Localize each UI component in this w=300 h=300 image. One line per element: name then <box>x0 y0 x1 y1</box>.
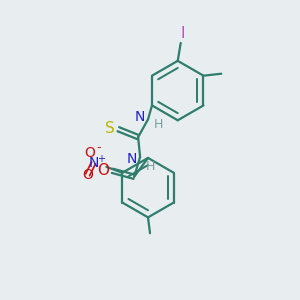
Text: O: O <box>98 163 110 178</box>
Text: O: O <box>82 168 93 182</box>
Text: I: I <box>180 26 185 40</box>
Text: N: N <box>135 110 145 124</box>
Text: H: H <box>145 160 155 173</box>
Text: -: - <box>96 142 101 154</box>
Text: H: H <box>153 118 163 131</box>
Text: +: + <box>98 154 106 164</box>
Text: O: O <box>84 146 95 160</box>
Text: S: S <box>104 121 114 136</box>
Text: N: N <box>88 156 99 170</box>
Text: N: N <box>127 152 137 166</box>
